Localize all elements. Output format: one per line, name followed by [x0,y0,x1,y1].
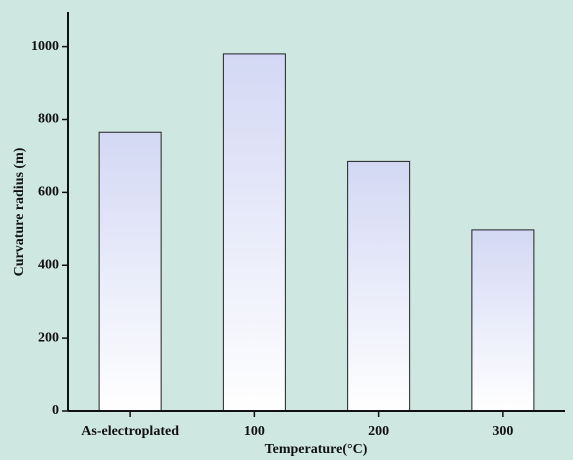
bar [471,229,535,412]
y-tick-label: 200 [38,330,59,345]
bar [222,53,286,412]
y-tick-label: 0 [52,403,59,418]
x-tick-label: 100 [244,424,265,439]
y-axis-label: Curvature radius (m) [12,147,27,276]
y-tick-label: 1000 [31,39,59,54]
x-tick-label: 300 [492,424,513,439]
bar [347,160,411,412]
y-tick-label: 600 [38,185,59,200]
y-tick-label: 800 [38,112,59,127]
y-tick-label: 400 [38,257,59,272]
x-tick-label: 200 [368,424,389,439]
bar [98,131,162,412]
x-tick-label: As-electroplated [81,424,179,439]
x-axis-label: Temperature(°C) [265,442,368,457]
